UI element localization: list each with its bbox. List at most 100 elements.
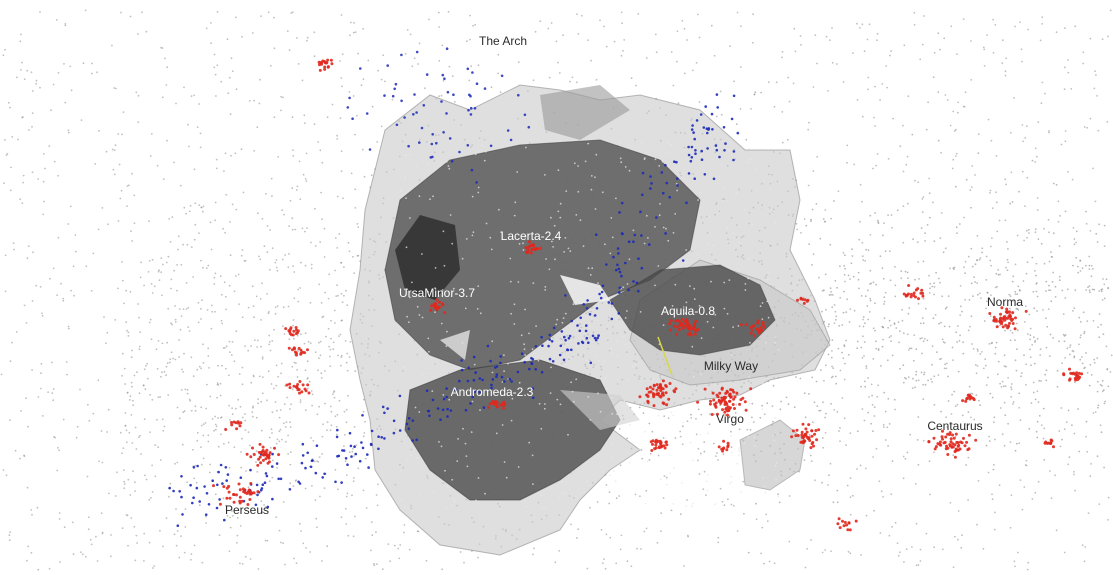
field-galaxy-point: [1102, 278, 1104, 280]
interior-galaxy-point: [573, 162, 576, 165]
field-galaxy-point: [140, 453, 142, 455]
flow-stream-point: [191, 501, 194, 505]
field-galaxy-point: [234, 16, 237, 19]
field-galaxy-point: [240, 148, 243, 151]
field-galaxy-point: [1057, 200, 1060, 203]
field-galaxy-point: [603, 558, 605, 560]
field-galaxy-point: [974, 263, 977, 266]
field-galaxy-point: [233, 290, 236, 293]
flow-stream-point: [361, 414, 364, 417]
field-galaxy-point: [275, 259, 278, 261]
cluster-point: [714, 405, 718, 409]
flow-stream-point: [469, 94, 472, 98]
field-galaxy-point: [1071, 178, 1074, 181]
field-galaxy-point: [923, 371, 926, 374]
field-galaxy-point: [912, 359, 915, 362]
field-galaxy-point: [843, 265, 846, 267]
field-galaxy-point: [905, 548, 908, 551]
cluster-point: [791, 429, 795, 433]
interior-galaxy-point: [614, 480, 617, 483]
field-galaxy-point: [472, 24, 474, 27]
field-galaxy-point: [931, 285, 934, 288]
field-galaxy-point: [989, 392, 992, 395]
field-galaxy-point: [971, 165, 974, 167]
cluster-point: [1013, 327, 1017, 331]
cluster-point: [749, 387, 753, 391]
field-galaxy-point: [114, 144, 117, 147]
field-galaxy-point: [173, 269, 176, 272]
field-galaxy-point: [1057, 220, 1060, 223]
field-galaxy-point: [1004, 414, 1007, 416]
cluster-point: [836, 522, 840, 526]
interior-galaxy-point: [476, 308, 479, 310]
field-galaxy-point: [319, 241, 322, 244]
interior-galaxy-point: [564, 312, 567, 315]
flow-stream-point: [259, 488, 263, 492]
field-galaxy-point: [1072, 227, 1075, 229]
field-galaxy-point: [825, 364, 827, 367]
flow-stream-point: [439, 418, 442, 422]
field-galaxy-point: [282, 542, 284, 545]
field-galaxy-point: [1032, 290, 1035, 293]
interior-galaxy-point: [604, 377, 607, 380]
flow-stream-point: [427, 409, 431, 413]
field-galaxy-point: [922, 322, 925, 325]
field-galaxy-point: [648, 459, 651, 461]
flow-stream-point: [589, 361, 593, 365]
field-galaxy-point: [788, 100, 791, 103]
field-galaxy-point: [222, 227, 225, 230]
interior-galaxy-point: [611, 352, 613, 355]
flow-stream-point: [211, 479, 214, 483]
field-galaxy-point: [623, 39, 626, 41]
field-galaxy-point: [336, 134, 338, 137]
flow-stream-point: [380, 436, 384, 439]
field-galaxy-point: [929, 282, 932, 285]
flow-stream-point: [730, 117, 734, 121]
cluster-point: [944, 435, 948, 439]
field-galaxy-point: [993, 421, 995, 424]
field-galaxy-point: [974, 174, 976, 176]
field-galaxy-point: [919, 322, 922, 325]
field-galaxy-point: [861, 357, 864, 359]
cluster-point: [261, 458, 265, 462]
field-galaxy-point: [1010, 383, 1013, 385]
field-galaxy-point: [123, 302, 125, 305]
cluster-point: [237, 482, 241, 486]
cluster-point: [812, 444, 815, 448]
cluster-point: [800, 433, 804, 437]
field-galaxy-point: [1088, 255, 1091, 258]
field-galaxy-point: [760, 552, 762, 555]
interior-galaxy-point: [401, 499, 403, 501]
field-galaxy-point: [703, 470, 706, 473]
field-galaxy-point: [80, 551, 82, 553]
field-galaxy-point: [834, 375, 837, 378]
interior-galaxy-point: [774, 221, 776, 224]
field-galaxy-point: [345, 421, 348, 424]
interior-galaxy-point: [738, 449, 740, 452]
field-galaxy-point: [302, 542, 305, 545]
field-galaxy-point: [620, 54, 623, 57]
field-galaxy-point: [906, 271, 909, 274]
interior-galaxy-point: [730, 434, 732, 437]
field-galaxy-point: [995, 201, 998, 204]
field-galaxy-point: [266, 293, 268, 295]
interior-galaxy-point: [761, 208, 763, 210]
field-galaxy-point: [1013, 560, 1016, 563]
field-galaxy-point: [124, 412, 127, 414]
cluster-point: [726, 445, 730, 449]
flow-stream-point: [693, 137, 696, 141]
field-galaxy-point: [173, 533, 176, 536]
field-galaxy-point: [141, 11, 143, 14]
field-galaxy-point: [907, 277, 909, 279]
field-galaxy-point: [289, 421, 291, 424]
interior-galaxy-point: [624, 317, 627, 319]
field-galaxy-point: [22, 181, 24, 184]
flow-stream-point: [690, 145, 694, 149]
interior-galaxy-point: [449, 140, 452, 143]
field-galaxy-point: [350, 172, 353, 175]
field-galaxy-point: [1107, 287, 1110, 289]
interior-galaxy-point: [674, 213, 677, 215]
interior-galaxy-point: [631, 365, 634, 368]
field-galaxy-point: [888, 423, 891, 425]
field-galaxy-point: [882, 277, 885, 280]
